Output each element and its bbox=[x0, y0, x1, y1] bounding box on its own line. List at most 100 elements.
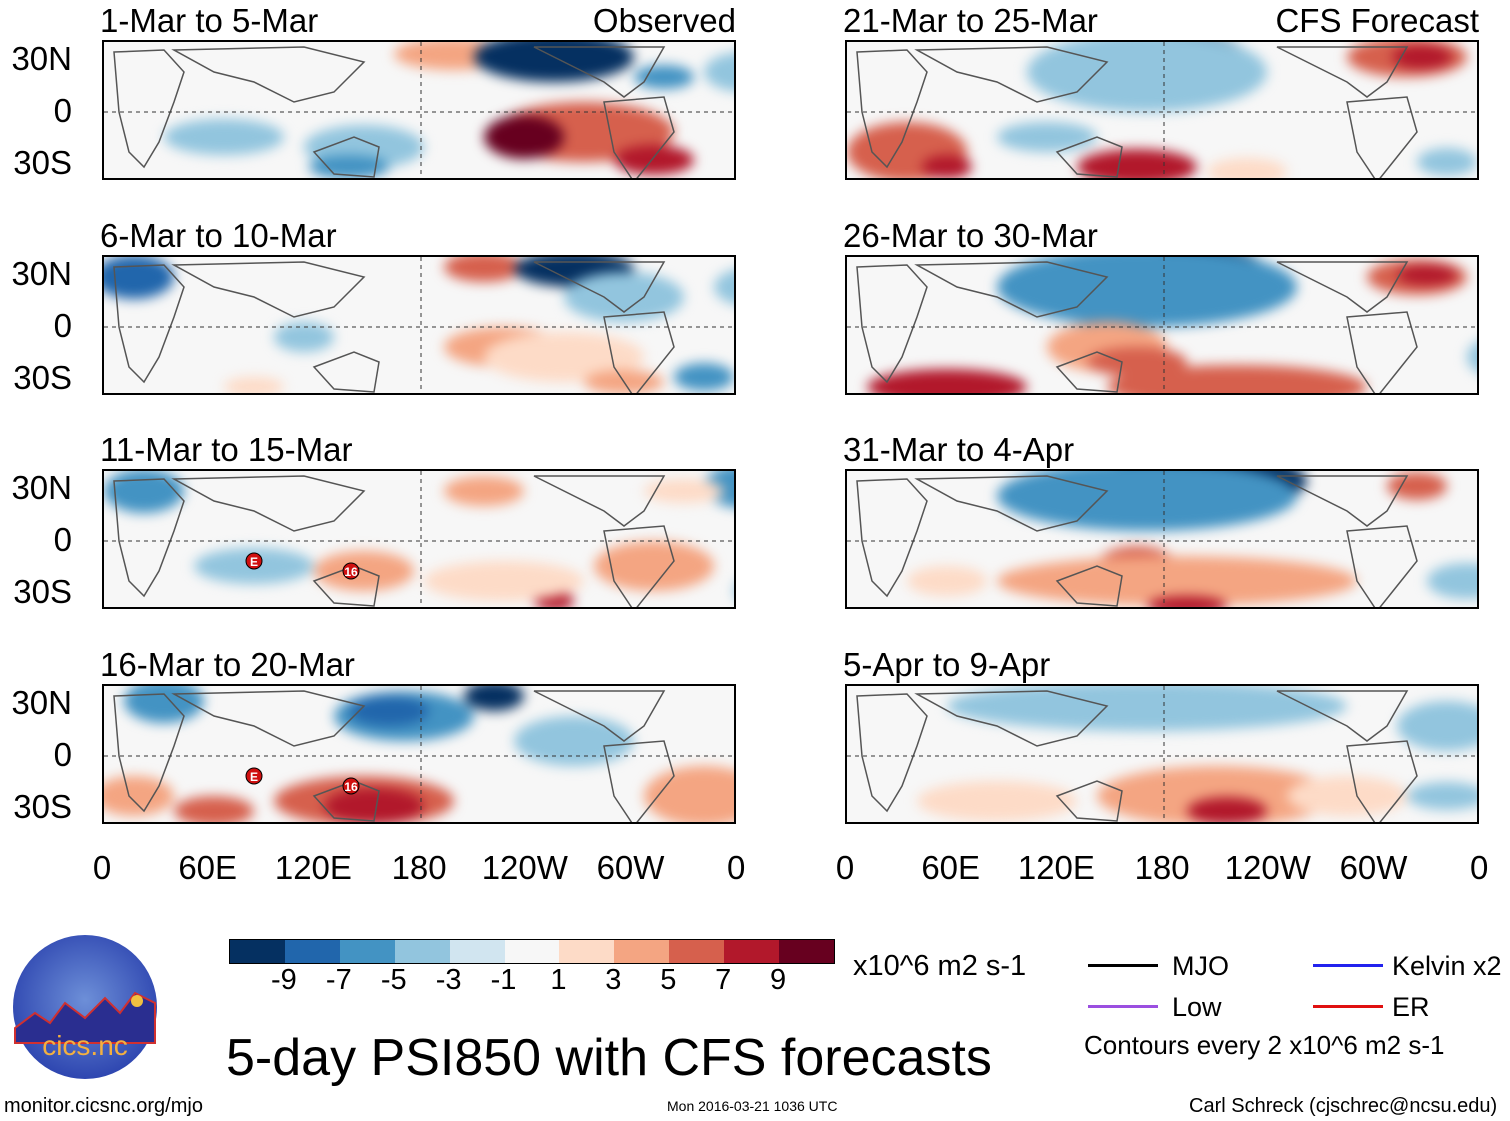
anomaly-contour bbox=[1107, 365, 1367, 393]
lon-label: 120W bbox=[1224, 849, 1311, 886]
eurasia-outline bbox=[914, 690, 1109, 747]
anomaly-contour bbox=[1467, 342, 1477, 372]
legend-line-low bbox=[1088, 1005, 1158, 1008]
africa-outline bbox=[113, 693, 185, 813]
anomaly-contour bbox=[947, 686, 1347, 731]
anomaly-contour bbox=[164, 119, 284, 155]
australia-outline bbox=[312, 136, 380, 178]
panel-tag: Observed bbox=[592, 2, 736, 39]
anomaly-contour bbox=[1287, 776, 1407, 816]
anomaly-contour bbox=[464, 686, 524, 711]
south-america-outline bbox=[1346, 311, 1418, 393]
lon-label: 0 bbox=[727, 849, 746, 886]
anomaly-contour bbox=[734, 573, 736, 609]
cics-logo: cics.nc bbox=[13, 935, 157, 1079]
africa-outline bbox=[113, 478, 185, 598]
lat-label: 30N bbox=[11, 255, 72, 292]
anomaly-contour bbox=[104, 776, 174, 816]
anomaly-contour bbox=[274, 322, 334, 352]
africa-outline bbox=[856, 264, 928, 384]
anomaly-contour bbox=[997, 471, 1297, 531]
colorbar bbox=[229, 939, 835, 964]
footer-url[interactable]: monitor.cicsnc.org/mjo bbox=[4, 1095, 203, 1117]
colorbar-swatch bbox=[779, 940, 834, 963]
anomaly-contour bbox=[997, 122, 1097, 152]
north-america-outline bbox=[533, 261, 666, 313]
map-panel: E 16 bbox=[102, 469, 736, 609]
anomaly-contour bbox=[997, 257, 1297, 327]
south-america-outline bbox=[603, 740, 675, 822]
colorbar-swatch bbox=[669, 940, 725, 963]
panel-title: 16-Mar to 20-Mar bbox=[100, 646, 355, 683]
africa-outline bbox=[113, 264, 185, 384]
legend-line-mjo bbox=[1088, 964, 1158, 967]
anomaly-contour bbox=[644, 766, 734, 822]
colorbar-label: -1 bbox=[490, 964, 517, 996]
colorbar-swatch bbox=[339, 940, 395, 963]
lat-label: 30N bbox=[11, 40, 72, 77]
colorbar-swatch bbox=[724, 940, 780, 963]
colorbar-label: -7 bbox=[325, 964, 352, 996]
lon-label: 60W bbox=[1339, 849, 1408, 886]
lat-label: 0 bbox=[53, 521, 72, 558]
storm-marker bbox=[342, 777, 360, 795]
anomaly-contour bbox=[907, 566, 987, 596]
north-america-outline bbox=[533, 690, 666, 742]
lat-label: 30S bbox=[13, 788, 72, 825]
colorbar-label: 9 bbox=[770, 964, 787, 996]
lon-label: 180 bbox=[391, 849, 447, 886]
anomaly-contour bbox=[1077, 149, 1197, 178]
anomaly-contour bbox=[1392, 45, 1452, 69]
anomaly-contour bbox=[594, 541, 714, 591]
south-america-outline bbox=[603, 311, 675, 393]
australia-outline bbox=[1055, 136, 1123, 178]
south-america-outline bbox=[1346, 740, 1418, 822]
storm-marker-label: 16 bbox=[344, 780, 358, 794]
anomaly-contour bbox=[1027, 42, 1267, 112]
anomaly-contour bbox=[314, 551, 414, 591]
south-america-outline bbox=[603, 96, 675, 178]
eurasia-outline bbox=[914, 261, 1109, 318]
anomaly-contour bbox=[514, 716, 634, 766]
map-panel bbox=[845, 684, 1479, 824]
colorbar-swatch bbox=[614, 940, 670, 963]
anomaly-contour bbox=[714, 269, 734, 305]
anomaly-contour bbox=[997, 556, 1357, 606]
lat-label: 0 bbox=[53, 307, 72, 344]
anomaly-contour bbox=[484, 332, 644, 382]
eurasia-outline bbox=[171, 690, 366, 747]
north-america-outline bbox=[533, 475, 666, 527]
lon-label: 180 bbox=[1134, 849, 1190, 886]
anomaly-contour bbox=[1207, 158, 1287, 178]
north-america-outline bbox=[1276, 46, 1409, 98]
anomaly-contour bbox=[704, 52, 734, 92]
lon-label: 120E bbox=[274, 849, 352, 886]
lon-label: 120E bbox=[1017, 849, 1095, 886]
australia-outline bbox=[312, 351, 380, 393]
colorbar-swatch bbox=[394, 940, 450, 963]
australia-outline bbox=[1055, 351, 1123, 393]
south-america-outline bbox=[603, 525, 675, 607]
anomaly-contour bbox=[1147, 596, 1227, 607]
anomaly-contour bbox=[104, 257, 174, 299]
panel-tag: CFS Forecast bbox=[1275, 2, 1479, 39]
anomaly-contour bbox=[224, 377, 284, 393]
map-panel: E 16 bbox=[102, 684, 736, 824]
anomaly-contour bbox=[634, 65, 694, 89]
map-panel bbox=[102, 40, 736, 180]
figure-title: 5-day PSI850 with CFS forecasts bbox=[226, 1029, 992, 1087]
panel-title: 5-Apr to 9-Apr bbox=[843, 646, 1051, 683]
colorbar-label: -3 bbox=[435, 964, 462, 996]
anomaly-contour bbox=[1427, 563, 1477, 599]
footer-timestamp: Mon 2016-03-21 1036 UTC bbox=[667, 1098, 838, 1114]
anomaly-contour bbox=[674, 363, 734, 391]
anomaly-contour bbox=[867, 369, 1027, 393]
africa-outline bbox=[113, 49, 185, 169]
lon-label: 120W bbox=[481, 849, 568, 886]
anomaly-contour bbox=[309, 155, 389, 178]
panel-title: 1-Mar to 5-Mar bbox=[100, 2, 319, 39]
storm-marker-label: E bbox=[250, 770, 258, 784]
anomaly-contour bbox=[1397, 701, 1477, 751]
anomaly-contour bbox=[1387, 472, 1447, 500]
